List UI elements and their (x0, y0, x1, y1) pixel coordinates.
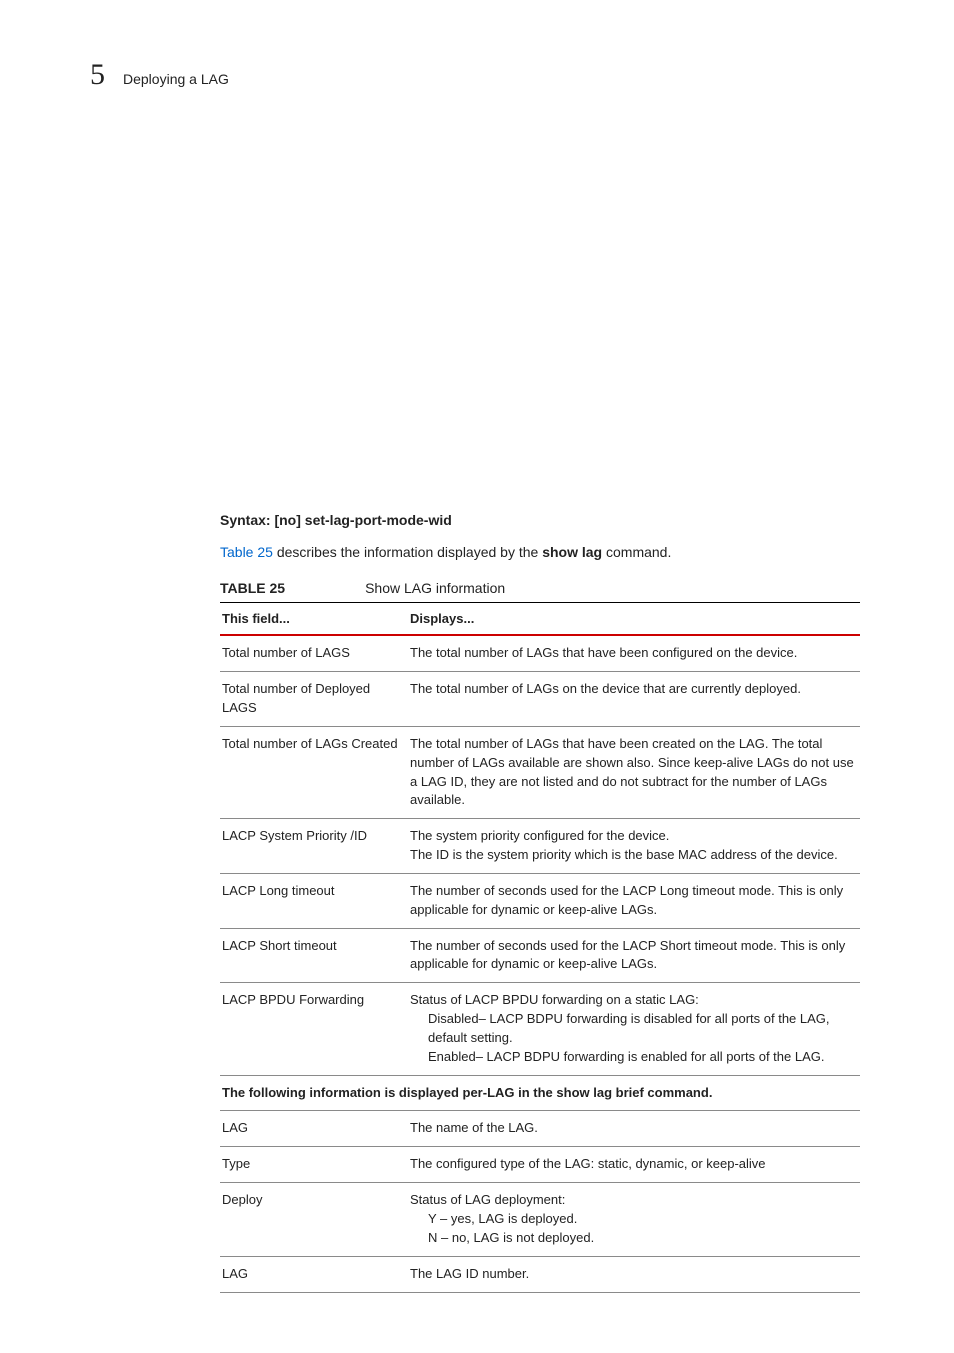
displays-cell: The total number of LAGs on the device t… (408, 672, 860, 727)
field-cell: Total number of Deployed LAGS (220, 672, 408, 727)
table-row: LACP Long timeoutThe number of seconds u… (220, 873, 860, 928)
field-cell: LAG (220, 1111, 408, 1147)
table-row: Total number of LAGSThe total number of … (220, 635, 860, 671)
table-row: LACP System Priority /IDThe system prior… (220, 819, 860, 874)
field-cell: Total number of LAGs Created (220, 726, 408, 818)
displays-cell: The LAG ID number. (408, 1256, 860, 1292)
field-cell: LACP Short timeout (220, 928, 408, 983)
chapter-number: 5 (90, 58, 105, 92)
field-cell: LACP Long timeout (220, 873, 408, 928)
table-row: DeployStatus of LAG deployment:Y – yes, … (220, 1183, 860, 1257)
indented-line: N – no, LAG is not deployed. (410, 1229, 854, 1248)
desc-bold: show lag (542, 544, 602, 560)
col-header-field: This field... (220, 603, 408, 636)
show-lag-table: This field... Displays... Total number o… (220, 602, 860, 1292)
field-cell: LAG (220, 1256, 408, 1292)
indented-line: Y – yes, LAG is deployed. (410, 1210, 854, 1229)
table-row: TypeThe configured type of the LAG: stat… (220, 1147, 860, 1183)
table-ref-link[interactable]: Table 25 (220, 544, 273, 560)
page: 5 Deploying a LAG Syntax: [no] set-lag-p… (0, 0, 954, 1353)
indented-line: Disabled– LACP BDPU forwarding is disabl… (410, 1010, 854, 1048)
field-cell: Deploy (220, 1183, 408, 1257)
desc-mid: describes the information displayed by t… (273, 544, 542, 560)
displays-cell: The total number of LAGs that have been … (408, 726, 860, 818)
desc-tail: command. (602, 544, 671, 560)
table-label: TABLE 25 (220, 580, 285, 596)
running-header: 5 Deploying a LAG (90, 58, 854, 92)
table-row: LACP BPDU ForwardingStatus of LACP BPDU … (220, 983, 860, 1075)
displays-cell: The name of the LAG. (408, 1111, 860, 1147)
displays-cell: The configured type of the LAG: static, … (408, 1147, 860, 1183)
chapter-title: Deploying a LAG (123, 71, 229, 87)
displays-cell: The system priority configured for the d… (408, 819, 860, 874)
table-span-row: The following information is displayed p… (220, 1075, 860, 1111)
field-cell: LACP System Priority /ID (220, 819, 408, 874)
displays-cell: Status of LAG deployment:Y – yes, LAG is… (408, 1183, 860, 1257)
table-row: LACP Short timeoutThe number of seconds … (220, 928, 860, 983)
table-row: LAGThe name of the LAG. (220, 1111, 860, 1147)
displays-cell: The number of seconds used for the LACP … (408, 928, 860, 983)
span-cell: The following information is displayed p… (220, 1075, 860, 1111)
field-cell: Type (220, 1147, 408, 1183)
col-header-displays: Displays... (408, 603, 860, 636)
indented-line: Enabled– LACP BDPU forwarding is enabled… (410, 1048, 854, 1067)
displays-cell: The number of seconds used for the LACP … (408, 873, 860, 928)
table-25: TABLE 25 Show LAG information This field… (220, 580, 860, 1292)
field-cell: Total number of LAGS (220, 635, 408, 671)
table-row: Total number of Deployed LAGSThe total n… (220, 672, 860, 727)
field-cell: LACP BPDU Forwarding (220, 983, 408, 1075)
table-header-row: This field... Displays... (220, 603, 860, 636)
description-line: Table 25 describes the information displ… (220, 542, 854, 562)
syntax-line: Syntax: [no] set-lag-port-mode-wid (220, 512, 854, 528)
table-caption: TABLE 25 Show LAG information (220, 580, 860, 596)
table-caption-text: Show LAG information (365, 580, 505, 596)
table-row: Total number of LAGs CreatedThe total nu… (220, 726, 860, 818)
table-row: LAGThe LAG ID number. (220, 1256, 860, 1292)
displays-cell: Status of LACP BPDU forwarding on a stat… (408, 983, 860, 1075)
displays-cell: The total number of LAGs that have been … (408, 635, 860, 671)
